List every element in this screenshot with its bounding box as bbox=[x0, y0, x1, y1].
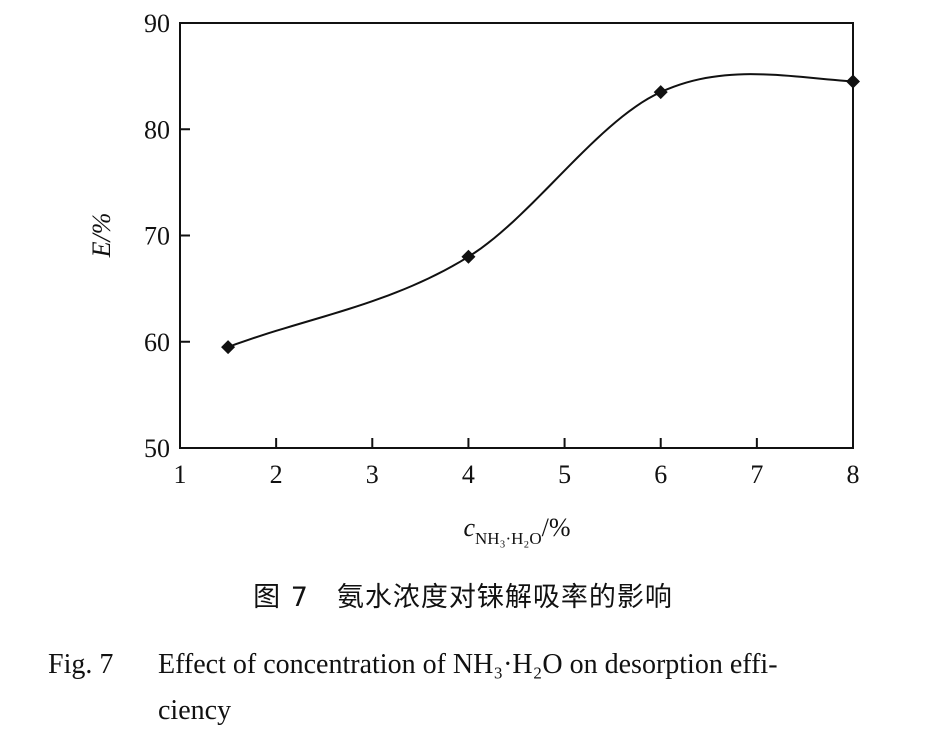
x-axis-ticks: 1 2 3 4 5 6 7 8 bbox=[174, 438, 860, 489]
data-markers bbox=[221, 74, 860, 355]
x-tick-label: 5 bbox=[558, 460, 571, 489]
x-axis-label: cNH₃·H₂O/% bbox=[463, 513, 570, 548]
y-tick-label: 50 bbox=[144, 434, 170, 463]
x-label-suffix: /% bbox=[542, 513, 571, 542]
y-tick-label: 70 bbox=[144, 222, 170, 251]
x-tick-label: 3 bbox=[366, 460, 379, 489]
plot-frame bbox=[179, 22, 854, 449]
data-point-marker bbox=[461, 249, 476, 264]
data-point-marker bbox=[653, 85, 668, 100]
caption-line-1: Effect of concentration of NH₃·H₂O on de… bbox=[158, 649, 778, 680]
y-tick-label: 90 bbox=[144, 9, 170, 38]
figure-caption-english: Fig. 7 Effect of concentration of NH₃·H₂O… bbox=[48, 642, 908, 734]
data-point-marker bbox=[221, 340, 236, 355]
figure-caption-chinese: 图 7 氨水浓度对铼解吸率的影响 bbox=[253, 582, 673, 613]
x-label-subscript: NH₃·H₂O bbox=[475, 529, 542, 548]
y-axis-ticks: 50 60 70 80 90 bbox=[144, 9, 190, 463]
x-tick-label: 4 bbox=[462, 460, 475, 489]
data-point-marker bbox=[846, 74, 860, 89]
x-tick-label: 8 bbox=[847, 460, 860, 489]
caption-line-2: ciency bbox=[158, 695, 232, 726]
y-tick-label: 60 bbox=[144, 328, 170, 357]
y-axis-label: E/% bbox=[87, 213, 116, 259]
x-tick-label: 1 bbox=[174, 460, 187, 489]
y-tick-label: 80 bbox=[144, 115, 170, 144]
series-line bbox=[227, 73, 854, 349]
x-tick-label: 6 bbox=[654, 460, 667, 489]
x-tick-label: 2 bbox=[270, 460, 283, 489]
line-chart: 50 60 70 80 90 1 2 3 4 5 6 7 8 E/% cNH₃·H₂O/% bbox=[87, 9, 860, 548]
x-label-prefix: c bbox=[463, 513, 475, 542]
figure-number: Fig. 7 bbox=[48, 649, 114, 680]
x-tick-label: 7 bbox=[750, 460, 763, 489]
